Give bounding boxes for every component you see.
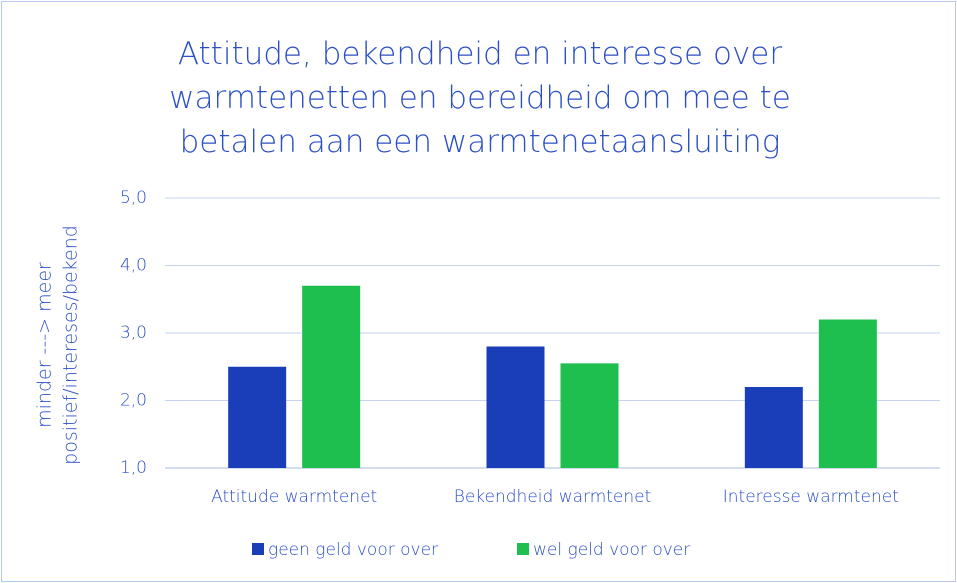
x-tick-label: Attitude warmtenet [211,487,377,507]
bar [486,346,545,468]
y-tick-label: 3,0 [120,323,147,343]
y-tick-label: 1,0 [120,458,147,478]
y-tick-label: 4,0 [120,256,147,276]
y-tick-label: 5,0 [120,188,147,208]
legend-swatch [517,543,529,555]
legend-label: geen geld voor over [268,540,438,560]
x-tick-label: Interesse warmtenet [723,487,899,507]
y-axis-label: minder ---> meer [34,262,56,428]
chart-title: Attitude, bekendheid en interesse over w… [169,36,791,160]
bar [560,363,619,468]
bar [818,319,877,468]
legend-swatch [252,543,264,555]
legend-label: wel geld voor over [533,540,690,560]
bar [302,285,361,468]
bar [744,387,803,468]
bar [228,366,287,468]
y-tick-label: 2,0 [120,391,147,411]
y-axis-label: positief/intereses/bekend [60,225,82,465]
x-tick-label: Bekendheid warmtenet [454,487,652,507]
